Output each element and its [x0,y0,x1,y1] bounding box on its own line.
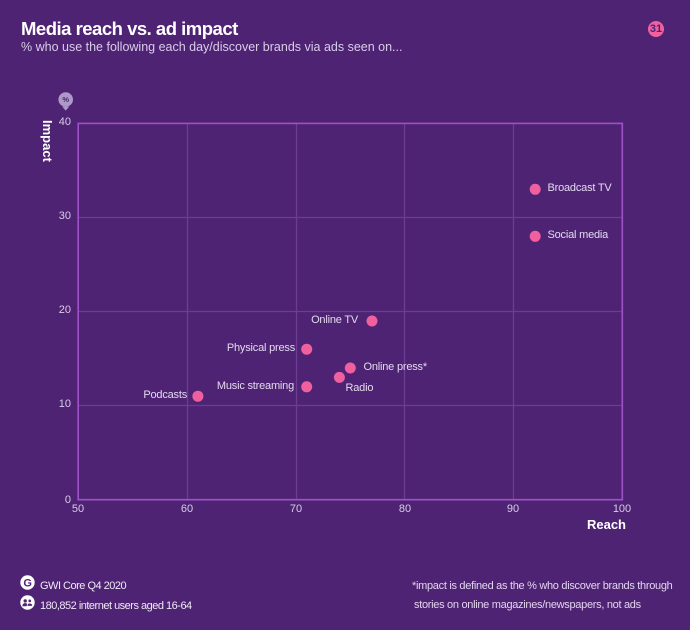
svg-text:%: % [62,95,69,104]
svg-text:G: G [23,577,32,589]
